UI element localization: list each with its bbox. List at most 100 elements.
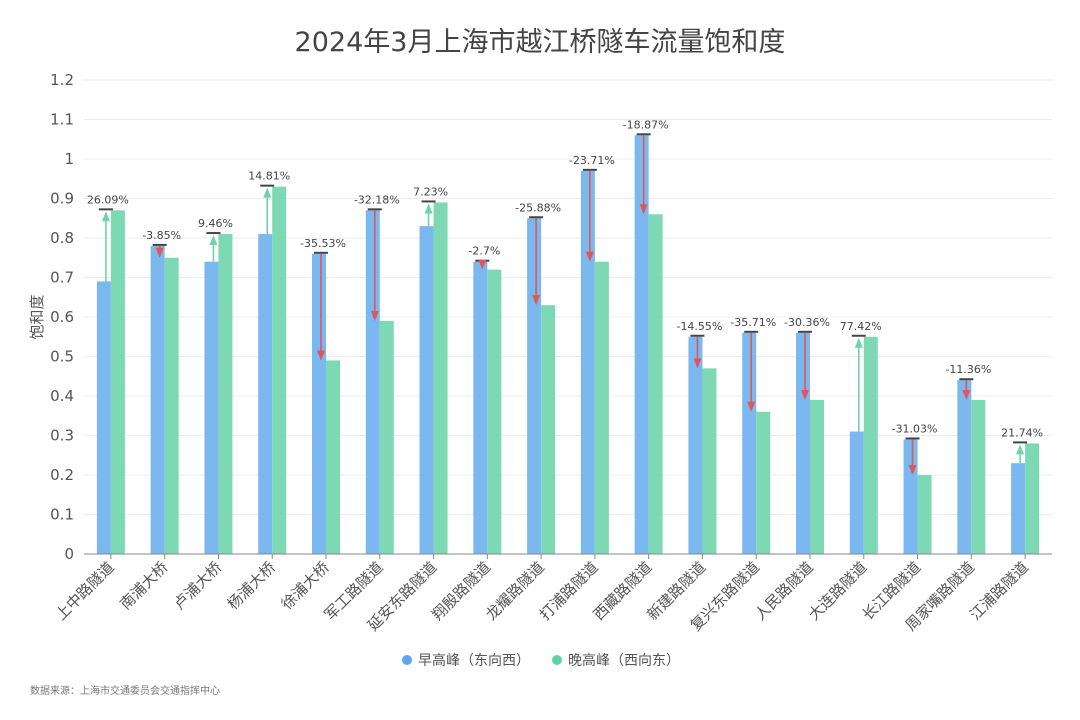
bar-evening: [648, 214, 663, 555]
category-label: 卢浦大桥: [170, 558, 225, 613]
legend-morning-dot: [402, 655, 412, 665]
change-label: -35.53%: [300, 237, 346, 250]
change-arrow-down: [639, 204, 648, 215]
bar-evening: [110, 210, 125, 554]
change-arrow-down: [370, 310, 379, 321]
bar-morning: [688, 336, 703, 554]
change-arrow-down: [317, 350, 325, 361]
bar-morning: [258, 234, 273, 555]
bar-evening: [756, 411, 771, 554]
x-axis-ticks: [110, 554, 1026, 559]
change-label: -3.85%: [142, 229, 181, 242]
y-tick-label: 0.8: [50, 229, 74, 247]
change-arrow-up: [263, 187, 272, 198]
change-label: 77.42%: [840, 320, 882, 333]
change-label: -35.71%: [730, 316, 776, 329]
change-arrow-down: [908, 465, 917, 475]
category-label: 江浦路隧道: [966, 558, 1032, 624]
bar-evening: [326, 360, 340, 554]
bar-morning: [150, 245, 165, 554]
y-tick-label: 0.9: [50, 190, 74, 208]
change-arrow-up: [209, 235, 218, 246]
bar-morning: [796, 332, 810, 554]
y-tick-label: 1: [64, 150, 74, 168]
category-labels: 上中路隧道南浦大桥卢浦大桥杨浦大桥徐浦大桥军工路隧道延安东路隧道翔殷路隧道龙耀路…: [52, 558, 1032, 634]
legend-evening-label: 晚高峰（西向东）: [568, 652, 680, 669]
bar-morning: [580, 170, 595, 554]
bar-morning: [957, 380, 972, 554]
change-label: -30.36%: [784, 316, 830, 329]
bar-evening: [594, 261, 609, 554]
change-arrow-down: [532, 295, 541, 306]
bar-evening: [541, 305, 556, 554]
bar-morning: [1011, 463, 1026, 554]
y-tick-label: 0.2: [50, 466, 74, 484]
legend-morning-label: 早高峰（东向西）: [418, 652, 530, 669]
bar-evening: [433, 202, 448, 554]
bars: [96, 135, 1040, 555]
change-label: -31.03%: [892, 422, 938, 435]
change-label: 14.81%: [248, 170, 290, 183]
change-arrow-down: [801, 389, 809, 400]
bar-evening: [487, 269, 502, 554]
bar-evening: [863, 336, 878, 554]
change-label: 9.46%: [198, 217, 233, 230]
change-label: 21.74%: [1001, 426, 1043, 439]
y-axis-label: 饱和度: [28, 294, 46, 339]
bar-morning: [903, 439, 918, 554]
category-label: 杨浦大桥: [224, 558, 279, 613]
bar-morning: [204, 261, 219, 554]
bar-morning: [473, 261, 488, 554]
change-label: -2.7%: [468, 245, 500, 258]
bar-morning: [527, 218, 542, 554]
data-source: 数据来源：上海市交通委员会交通指挥中心: [30, 684, 220, 697]
bar-evening: [272, 186, 287, 554]
change-arrow-down: [585, 251, 594, 262]
y-tick-label: 0.5: [50, 348, 74, 366]
change-label: 7.23%: [413, 185, 448, 198]
change-arrow-down: [478, 259, 487, 270]
bar-morning: [419, 226, 434, 554]
change-label: -11.36%: [945, 363, 991, 376]
y-tick-label: 1.1: [50, 111, 74, 129]
y-tick-label: 0.7: [50, 269, 74, 287]
change-label: -23.71%: [569, 154, 615, 167]
change-arrow-down: [747, 401, 756, 412]
bar-evening: [971, 399, 986, 554]
y-tick-label: 0.4: [50, 387, 74, 405]
bar-morning: [849, 431, 864, 554]
change-label: 26.09%: [87, 193, 129, 206]
change-arrow-up: [424, 203, 433, 214]
bar-evening: [702, 368, 717, 554]
bar-morning: [96, 281, 111, 554]
bar-morning: [312, 253, 326, 555]
bar-morning: [634, 135, 649, 555]
y-tick-label: 0.1: [50, 506, 74, 524]
chart-title: 2024年3月上海市越江桥隧车流量饱和度: [295, 27, 786, 58]
change-arrow-down: [693, 358, 702, 369]
y-tick-label: 0: [64, 545, 74, 563]
change-arrow-up: [101, 211, 110, 222]
bar-evening: [1025, 443, 1040, 554]
change-label: -18.87%: [623, 118, 669, 131]
gridlines: [84, 79, 1052, 515]
bar-evening: [917, 475, 932, 554]
legend-evening-dot: [552, 655, 562, 665]
change-label: -32.18%: [354, 193, 400, 206]
change-arrows: 26.09% -3.85% 9.46% 14.81% -35.53% -32.18% 7.2…: [87, 118, 1043, 475]
bar-evening: [164, 257, 179, 554]
change-arrow-up: [1016, 444, 1025, 455]
y-tick-label: 1.2: [50, 71, 74, 89]
y-tick-labels: 0 0.1 0.2 0.3 0.4 0.5 0.6 0.7 0.8 0.9 1 1.1 1.2: [50, 71, 74, 563]
bar-morning: [742, 332, 757, 554]
bar-evening: [218, 234, 233, 555]
change-label: -14.55%: [676, 320, 722, 333]
y-tick-label: 0.3: [50, 427, 74, 445]
category-label: 徐浦大桥: [278, 558, 333, 613]
change-arrow-down: [155, 247, 164, 258]
y-tick-label: 0.6: [50, 308, 74, 326]
category-label: 上中路隧道: [52, 558, 118, 624]
change-label: -25.88%: [515, 201, 561, 214]
bar-evening: [379, 320, 394, 554]
